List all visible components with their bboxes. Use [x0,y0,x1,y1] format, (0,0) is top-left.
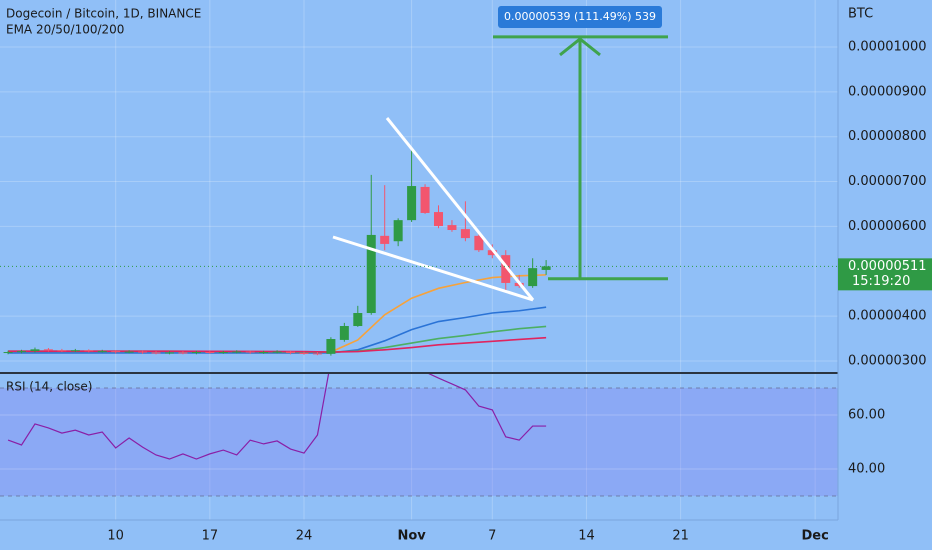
candle-body [218,352,228,354]
candle-body [528,268,538,287]
y-tick-label: 0.00001000 [848,39,927,54]
x-tick-label: 10 [107,529,124,544]
grid [0,0,838,520]
x-tick-label: Nov [397,529,426,544]
x-tick-label: 14 [578,529,595,544]
y-tick-label: 0.00000400 [848,309,927,324]
measure-label-box [498,6,662,28]
candle-body [259,352,269,354]
candle-body [393,220,403,242]
candle-body [191,352,201,354]
measure-label: 0.00000539 (111.49%) 539 [504,10,656,23]
candle-body [487,250,497,256]
candle-body [420,186,430,213]
candle-body [447,225,457,231]
axis-unit: BTC [848,7,873,22]
rsi-line [7,374,547,460]
y-tick-label: 0.00000700 [848,174,927,189]
candle-body [407,186,417,221]
candle-body [124,351,134,353]
candle-body [3,352,13,354]
candle-body [232,351,242,353]
y-tick-label: 0.00000800 [848,129,927,144]
candle-body [178,352,188,354]
trend-line [332,235,534,302]
candle-body [164,352,174,354]
chart-title: Dogecoin / Bitcoin, 1D, BINANCE [6,7,201,21]
candle-body [286,351,296,353]
y-tick-label: 0.00000900 [848,84,927,99]
plot [3,150,551,460]
ema-line [8,336,547,353]
x-tick-label: Dec [801,529,828,544]
price-tag-label: 0.00000511 [848,259,927,274]
candle-body [111,351,121,353]
candle-body [541,266,551,270]
candle-body [326,339,336,354]
candle-body [299,352,309,354]
x-tick-label: 7 [488,529,496,544]
candle-body [460,229,470,239]
candle-body [339,326,349,340]
candle-body [30,349,40,352]
rsi-title: RSI (14, close) [6,380,92,394]
candle-body [205,352,215,354]
x-tick-label: 24 [296,529,313,544]
candle-body [97,351,107,353]
candle-body [57,350,67,352]
candle-body [84,350,94,352]
candle-body [272,351,282,353]
y-tick-label: 60.00 [848,408,885,423]
price-tag [838,258,932,291]
candle-body [474,235,484,251]
candle-body [434,212,444,226]
candle-body [312,353,322,355]
ema-line [8,306,547,354]
candle-body [366,234,376,314]
candle-body [245,351,255,353]
candle-body [17,351,27,353]
candle-body [501,255,511,283]
candle-body [138,351,148,353]
candle-body [70,350,80,352]
rsi-band [0,388,838,496]
candle-body [43,349,53,351]
candle-body [380,235,390,244]
y-tick-label: 0.00000300 [848,354,927,369]
candle-body [151,352,161,354]
indicator-label: EMA 20/50/100/200 [6,23,124,37]
y-tick-label: 40.00 [848,461,885,476]
y-tick-label: 0.00000600 [848,219,927,234]
x-tick-label: 17 [202,529,219,544]
price-tag-time: 15:19:20 [852,274,910,289]
measure-arrowhead [559,37,601,57]
trend-line [385,117,535,301]
candle-body [353,313,363,327]
x-tick-label: 21 [672,529,689,544]
